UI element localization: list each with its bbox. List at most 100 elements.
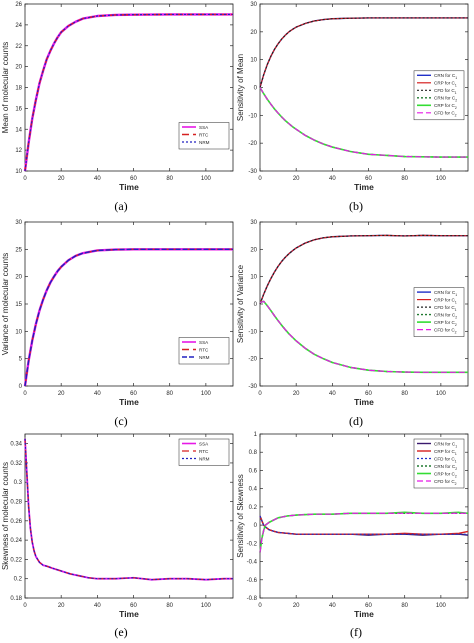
y-axis-label: Skewness of molecular counts xyxy=(1,462,10,570)
y-tick-label: -20 xyxy=(248,357,257,363)
x-tick-label: 60 xyxy=(130,603,137,609)
legend-entry: SSA xyxy=(199,441,209,446)
legend-entry: CRP for C1 xyxy=(434,297,457,304)
x-tick-label: 100 xyxy=(436,603,447,609)
legend-entry: CRN for C2 xyxy=(434,464,457,471)
legend-entry: CRP for C2 xyxy=(434,320,457,327)
x-tick-label: 100 xyxy=(201,391,212,397)
y-tick-label: 22 xyxy=(15,44,22,50)
x-axis-label: Time xyxy=(354,609,374,619)
y-tick-label: 18 xyxy=(15,86,22,92)
y-axis-label: Mean of molecular counts xyxy=(1,42,10,134)
legend-entry: CRN for C1 xyxy=(434,290,457,297)
x-tick-label: 20 xyxy=(293,391,300,397)
legend-entry: NRM xyxy=(199,355,210,360)
x-tick-label: 0 xyxy=(23,603,27,609)
x-tick-label: 40 xyxy=(329,603,336,609)
legend-entry: CRN for C1 xyxy=(434,441,457,448)
x-tick-label: 40 xyxy=(94,603,101,609)
caption-d: (d) xyxy=(349,414,363,428)
legend-box xyxy=(413,438,465,489)
caption-b: (b) xyxy=(349,199,363,213)
series-line-6 xyxy=(259,300,468,373)
legend-entry: RTC xyxy=(199,347,209,352)
x-tick-label: 100 xyxy=(436,176,447,182)
y-tick-label: -10 xyxy=(248,329,257,335)
legend-entry: CRP for C1 xyxy=(434,449,457,456)
y-tick-label: 0 xyxy=(254,86,258,92)
x-tick-label: 0 xyxy=(258,176,262,182)
x-tick-label: 80 xyxy=(166,391,173,397)
y-tick-label: 0.18 xyxy=(10,596,22,602)
y-tick-label: 20 xyxy=(250,247,257,253)
x-tick-label: 20 xyxy=(58,176,65,182)
legend-entry: CRP for C1 xyxy=(434,81,457,88)
x-tick-label: 0 xyxy=(23,176,27,182)
x-axis-label: Time xyxy=(119,182,139,192)
x-tick-label: 0 xyxy=(258,391,262,397)
y-tick-label: -10 xyxy=(248,113,257,119)
legend-entry: SSA xyxy=(199,340,209,345)
legend-entry: CFD for C2 xyxy=(434,479,457,486)
legend: SSA RTC NRM xyxy=(178,122,230,150)
y-tick-label: 0 xyxy=(19,384,23,390)
x-tick-label: 40 xyxy=(329,176,336,182)
x-tick-label: 20 xyxy=(293,176,300,182)
y-tick-label: 0.6 xyxy=(249,468,258,474)
legend-entry: CRN for C2 xyxy=(434,312,457,319)
y-tick-label: 0.32 xyxy=(10,461,22,467)
chart-b: 0 20 40 60 80 100 -30 -20 -10 0 10 20 30 Time Sensitiv… xyxy=(236,2,469,192)
x-tick-label: 80 xyxy=(401,391,408,397)
x-tick-label: 0 xyxy=(23,391,27,397)
legend-entry: CFD for C1 xyxy=(434,88,457,95)
legend-entry: CRN for C1 xyxy=(434,73,457,80)
y-tick-label: 0.8 xyxy=(249,450,258,456)
legend-entry: RTC xyxy=(199,449,209,454)
y-tick-label: 20 xyxy=(15,275,22,281)
y-tick-label: 10 xyxy=(15,169,22,175)
y-tick-label: 0.2 xyxy=(14,577,23,583)
x-tick-label: 40 xyxy=(329,391,336,397)
y-tick-label: 5 xyxy=(19,357,23,363)
y-tick-label: 0.24 xyxy=(10,538,22,544)
y-tick-label: -0.6 xyxy=(247,578,258,584)
y-tick-label: 14 xyxy=(15,127,22,133)
x-tick-label: 100 xyxy=(201,176,212,182)
y-tick-label: 16 xyxy=(15,106,22,112)
legend-entry: CFD for C1 xyxy=(434,456,457,463)
x-tick-label: 60 xyxy=(365,176,372,182)
x-tick-label: 60 xyxy=(365,391,372,397)
y-tick-label: -0.8 xyxy=(247,596,258,602)
caption-c: (c) xyxy=(114,414,127,428)
y-tick-label: 10 xyxy=(15,329,22,335)
legend-entry: NRM xyxy=(199,140,210,145)
y-tick-label: 10 xyxy=(250,58,257,64)
series-line-3 xyxy=(24,248,233,387)
caption-a: (a) xyxy=(114,199,127,213)
chart-e: 0 20 40 60 80 100 0.18 0.2 0.22 0.24 0.26 0.28 0.3 0.… xyxy=(1,433,234,619)
y-tick-label: 0.3 xyxy=(14,480,23,486)
legend-entry: SSA xyxy=(199,125,209,130)
y-tick-label: 0.34 xyxy=(10,442,22,448)
x-tick-label: 80 xyxy=(166,176,173,182)
chart-a: 0 20 40 60 80 100 10 12 14 16 18 20 22 24 26 Time Mean o… xyxy=(1,2,234,192)
x-tick-label: 60 xyxy=(130,391,137,397)
x-tick-label: 100 xyxy=(436,391,447,397)
legend-entry: CFD for C2 xyxy=(434,111,457,118)
y-axis-label: Sensitivity of Skewness xyxy=(236,474,245,558)
x-tick-label: 80 xyxy=(401,176,408,182)
y-tick-label: 0 xyxy=(254,523,258,529)
legend-box xyxy=(413,287,465,337)
caption-e: (e) xyxy=(114,625,127,639)
y-tick-label: -20 xyxy=(248,141,257,147)
x-axis-label: Time xyxy=(119,609,139,619)
x-tick-label: 20 xyxy=(58,391,65,397)
y-tick-label: 26 xyxy=(15,2,22,8)
legend-entry: CRP for C2 xyxy=(434,471,457,478)
chart-f: 0 20 40 60 80 100 -0.8 -0.6 -0.4 -0.2 0 0.2 0.4 0.6 0.… xyxy=(236,432,469,619)
legend: SSA RTC NRM xyxy=(178,337,230,365)
legend-entry: CRP for C2 xyxy=(434,103,457,110)
y-tick-label: 10 xyxy=(250,275,257,281)
legend-entry: NRM xyxy=(199,456,210,461)
